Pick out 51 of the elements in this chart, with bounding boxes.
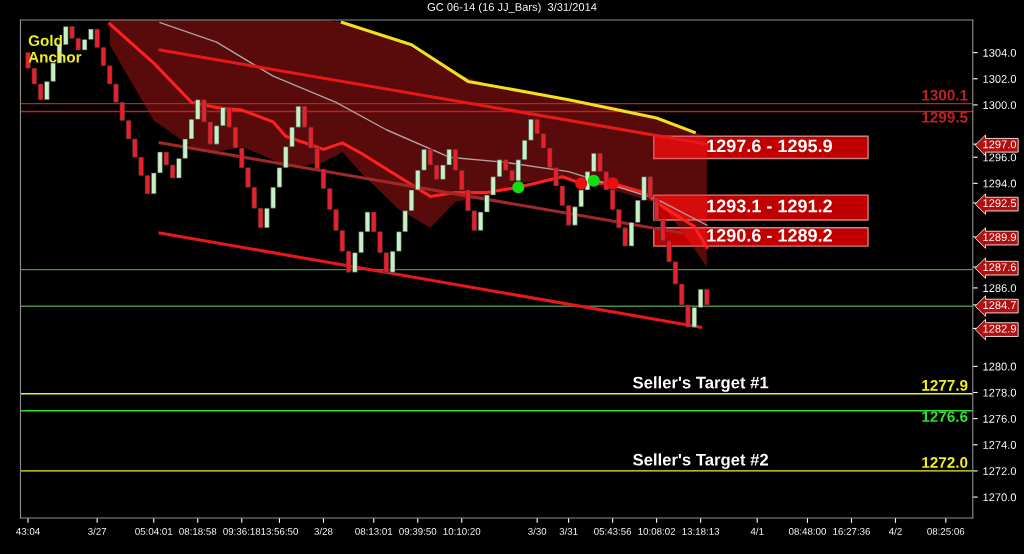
ref-line-label: 1276.6 bbox=[922, 411, 968, 423]
y-tick-label: 1274.0 bbox=[983, 441, 1017, 449]
x-tick-label: 13:56:50 bbox=[261, 527, 298, 535]
annotation: Seller's Target #1 bbox=[633, 376, 769, 392]
x-tick-label: 08:25:06 bbox=[927, 527, 965, 535]
y-tick-label: 1300.0 bbox=[983, 101, 1017, 110]
x-tick-label: 08:48:00 bbox=[788, 527, 827, 535]
x-tick-label: 43:04 bbox=[16, 527, 40, 535]
band-label: 1290.6 - 1289.2 bbox=[707, 229, 832, 242]
y-tick-label: 1286.0 bbox=[983, 284, 1017, 293]
band-label: 1293.1 - 1291.2 bbox=[707, 199, 832, 213]
y-tick-label: 1278.0 bbox=[983, 388, 1017, 397]
ref-line-label: 1300.1 bbox=[922, 89, 968, 101]
annotation: Seller's Target #2 bbox=[633, 453, 769, 469]
y-tick-label: 1270.0 bbox=[983, 493, 1017, 502]
y-tick-label: 1287.6 bbox=[983, 263, 1017, 272]
y-tick-label: 1282.9 bbox=[983, 324, 1016, 333]
y-tick-label: 1294.0 bbox=[983, 179, 1017, 188]
y-tick-label: 1302.0 bbox=[983, 75, 1017, 83]
y-tick-label: 1276.0 bbox=[983, 414, 1017, 423]
y-tick-label: 1284.7 bbox=[983, 301, 1016, 310]
band-label: 1297.6 - 1295.9 bbox=[707, 139, 832, 153]
line-series bbox=[340, 21, 696, 134]
x-tick-label: 3/28 bbox=[314, 527, 333, 535]
x-tick-label: 3/31 bbox=[559, 527, 578, 535]
ref-line-label: 1277.9 bbox=[922, 379, 968, 391]
x-tick-label: 4/2 bbox=[888, 527, 902, 535]
x-tick-label: 09:39:50 bbox=[399, 527, 437, 535]
x-tick-label: 13:18:13 bbox=[682, 527, 720, 535]
x-tick-label: 10:10:20 bbox=[443, 527, 481, 535]
y-tick-label: 1296.0 bbox=[983, 153, 1017, 162]
y-tick-label: 1304.0 bbox=[983, 48, 1017, 57]
y-tick-label: 1289.9 bbox=[983, 233, 1016, 242]
line-series bbox=[159, 21, 708, 226]
chart-title: GC 06-14 (16 JJ_Bars) 3/31/2014 bbox=[427, 2, 597, 14]
y-tick-label: 1292.5 bbox=[983, 199, 1017, 208]
x-tick-label: 16:27:36 bbox=[833, 527, 870, 535]
x-tick-label: 05:04:01 bbox=[135, 527, 173, 535]
y-tick-label: 1272.0 bbox=[983, 467, 1017, 476]
x-tick-label: 10:08:02 bbox=[638, 527, 676, 535]
ref-line-label: 1272.0 bbox=[922, 457, 968, 468]
x-tick-label: 3/30 bbox=[528, 527, 547, 535]
x-tick-label: 3/27 bbox=[88, 527, 107, 535]
y-tick-label: 1280.0 bbox=[983, 362, 1017, 371]
x-tick-label: 4/1 bbox=[750, 527, 764, 535]
x-tick-label: 09:36:18 bbox=[223, 527, 261, 535]
y-tick-label: 1297.0 bbox=[983, 140, 1017, 149]
x-tick-label: 08:18:58 bbox=[179, 527, 217, 535]
ref-line-label: 1299.5 bbox=[922, 111, 968, 123]
x-tick-label: 08:13:01 bbox=[355, 527, 393, 535]
x-tick-label: 05:43:56 bbox=[594, 527, 632, 535]
